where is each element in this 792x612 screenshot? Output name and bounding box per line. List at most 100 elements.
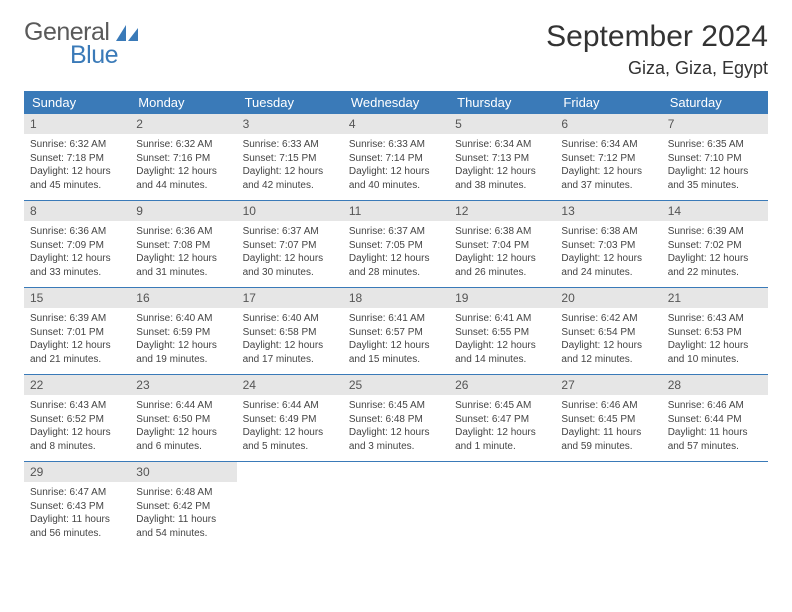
- sunrise-text: Sunrise: 6:33 AM: [243, 138, 337, 152]
- calendar-day-cell: [343, 462, 449, 549]
- calendar-day-cell: 18Sunrise: 6:41 AMSunset: 6:57 PMDayligh…: [343, 288, 449, 375]
- sunset-text: Sunset: 7:10 PM: [668, 152, 762, 166]
- sunset-text: Sunset: 6:58 PM: [243, 326, 337, 340]
- daylight-text: Daylight: 11 hours and 54 minutes.: [136, 513, 230, 540]
- day-number: 28: [662, 375, 768, 395]
- daylight-text: Daylight: 12 hours and 38 minutes.: [455, 165, 549, 192]
- sunset-text: Sunset: 7:01 PM: [30, 326, 124, 340]
- calendar-day-cell: 21Sunrise: 6:43 AMSunset: 6:53 PMDayligh…: [662, 288, 768, 375]
- daylight-text: Daylight: 12 hours and 24 minutes.: [561, 252, 655, 279]
- calendar-day-cell: [662, 462, 768, 549]
- sunset-text: Sunset: 6:59 PM: [136, 326, 230, 340]
- weekday-header: Sunday: [24, 91, 130, 114]
- daylight-text: Daylight: 12 hours and 37 minutes.: [561, 165, 655, 192]
- daylight-text: Daylight: 12 hours and 44 minutes.: [136, 165, 230, 192]
- calendar-day-cell: 24Sunrise: 6:44 AMSunset: 6:49 PMDayligh…: [237, 375, 343, 462]
- calendar-day-cell: 3Sunrise: 6:33 AMSunset: 7:15 PMDaylight…: [237, 114, 343, 201]
- day-number: 20: [555, 288, 661, 308]
- daylight-text: Daylight: 12 hours and 31 minutes.: [136, 252, 230, 279]
- sunrise-text: Sunrise: 6:34 AM: [561, 138, 655, 152]
- sunrise-text: Sunrise: 6:41 AM: [349, 312, 443, 326]
- day-number: 14: [662, 201, 768, 221]
- daylight-text: Daylight: 12 hours and 15 minutes.: [349, 339, 443, 366]
- day-detail: Sunrise: 6:39 AMSunset: 7:01 PMDaylight:…: [24, 308, 130, 374]
- calendar-day-cell: 12Sunrise: 6:38 AMSunset: 7:04 PMDayligh…: [449, 201, 555, 288]
- sunset-text: Sunset: 6:53 PM: [668, 326, 762, 340]
- day-detail: Sunrise: 6:46 AMSunset: 6:44 PMDaylight:…: [662, 395, 768, 461]
- day-number: 25: [343, 375, 449, 395]
- day-detail: Sunrise: 6:41 AMSunset: 6:57 PMDaylight:…: [343, 308, 449, 374]
- calendar-day-cell: 11Sunrise: 6:37 AMSunset: 7:05 PMDayligh…: [343, 201, 449, 288]
- calendar-week-row: 15Sunrise: 6:39 AMSunset: 7:01 PMDayligh…: [24, 288, 768, 375]
- calendar-day-cell: 25Sunrise: 6:45 AMSunset: 6:48 PMDayligh…: [343, 375, 449, 462]
- day-number: 2: [130, 114, 236, 134]
- logo-text-blue: Blue: [70, 43, 138, 68]
- calendar-day-cell: 13Sunrise: 6:38 AMSunset: 7:03 PMDayligh…: [555, 201, 661, 288]
- title-block: September 2024 Giza, Giza, Egypt: [546, 20, 768, 79]
- sunset-text: Sunset: 6:44 PM: [668, 413, 762, 427]
- daylight-text: Daylight: 12 hours and 28 minutes.: [349, 252, 443, 279]
- day-number: 22: [24, 375, 130, 395]
- location: Giza, Giza, Egypt: [546, 58, 768, 79]
- day-number: 21: [662, 288, 768, 308]
- sunrise-text: Sunrise: 6:34 AM: [455, 138, 549, 152]
- calendar-day-cell: 5Sunrise: 6:34 AMSunset: 7:13 PMDaylight…: [449, 114, 555, 201]
- day-detail: Sunrise: 6:45 AMSunset: 6:48 PMDaylight:…: [343, 395, 449, 461]
- sunrise-text: Sunrise: 6:37 AM: [349, 225, 443, 239]
- sunrise-text: Sunrise: 6:36 AM: [30, 225, 124, 239]
- daylight-text: Daylight: 12 hours and 5 minutes.: [243, 426, 337, 453]
- daylight-text: Daylight: 12 hours and 42 minutes.: [243, 165, 337, 192]
- sunrise-text: Sunrise: 6:39 AM: [30, 312, 124, 326]
- daylight-text: Daylight: 12 hours and 8 minutes.: [30, 426, 124, 453]
- calendar-day-cell: [555, 462, 661, 549]
- calendar-day-cell: 9Sunrise: 6:36 AMSunset: 7:08 PMDaylight…: [130, 201, 236, 288]
- day-number: 15: [24, 288, 130, 308]
- sunrise-text: Sunrise: 6:40 AM: [243, 312, 337, 326]
- weekday-header: Friday: [555, 91, 661, 114]
- calendar-day-cell: 23Sunrise: 6:44 AMSunset: 6:50 PMDayligh…: [130, 375, 236, 462]
- sunset-text: Sunset: 6:57 PM: [349, 326, 443, 340]
- sunrise-text: Sunrise: 6:46 AM: [561, 399, 655, 413]
- sunset-text: Sunset: 6:43 PM: [30, 500, 124, 514]
- day-detail: Sunrise: 6:47 AMSunset: 6:43 PMDaylight:…: [24, 482, 130, 548]
- sunset-text: Sunset: 7:04 PM: [455, 239, 549, 253]
- sunset-text: Sunset: 6:42 PM: [136, 500, 230, 514]
- daylight-text: Daylight: 11 hours and 57 minutes.: [668, 426, 762, 453]
- calendar-week-row: 29Sunrise: 6:47 AMSunset: 6:43 PMDayligh…: [24, 462, 768, 549]
- daylight-text: Daylight: 12 hours and 26 minutes.: [455, 252, 549, 279]
- sunrise-text: Sunrise: 6:44 AM: [243, 399, 337, 413]
- calendar-week-row: 1Sunrise: 6:32 AMSunset: 7:18 PMDaylight…: [24, 114, 768, 201]
- sunrise-text: Sunrise: 6:38 AM: [455, 225, 549, 239]
- day-detail: Sunrise: 6:33 AMSunset: 7:14 PMDaylight:…: [343, 134, 449, 200]
- day-detail: Sunrise: 6:37 AMSunset: 7:05 PMDaylight:…: [343, 221, 449, 287]
- daylight-text: Daylight: 12 hours and 3 minutes.: [349, 426, 443, 453]
- sunset-text: Sunset: 7:08 PM: [136, 239, 230, 253]
- weekday-header-row: Sunday Monday Tuesday Wednesday Thursday…: [24, 91, 768, 114]
- sunrise-text: Sunrise: 6:40 AM: [136, 312, 230, 326]
- day-number: 3: [237, 114, 343, 134]
- sunrise-text: Sunrise: 6:42 AM: [561, 312, 655, 326]
- day-number: 10: [237, 201, 343, 221]
- day-detail: Sunrise: 6:36 AMSunset: 7:08 PMDaylight:…: [130, 221, 236, 287]
- day-number: 8: [24, 201, 130, 221]
- day-number: 16: [130, 288, 236, 308]
- sunrise-text: Sunrise: 6:32 AM: [30, 138, 124, 152]
- day-detail: Sunrise: 6:32 AMSunset: 7:16 PMDaylight:…: [130, 134, 236, 200]
- calendar-table: Sunday Monday Tuesday Wednesday Thursday…: [24, 91, 768, 548]
- day-number: 6: [555, 114, 661, 134]
- sunset-text: Sunset: 7:09 PM: [30, 239, 124, 253]
- calendar-day-cell: 8Sunrise: 6:36 AMSunset: 7:09 PMDaylight…: [24, 201, 130, 288]
- weekday-header: Tuesday: [237, 91, 343, 114]
- daylight-text: Daylight: 12 hours and 6 minutes.: [136, 426, 230, 453]
- sunrise-text: Sunrise: 6:39 AM: [668, 225, 762, 239]
- day-detail: Sunrise: 6:45 AMSunset: 6:47 PMDaylight:…: [449, 395, 555, 461]
- day-number: 7: [662, 114, 768, 134]
- day-detail: Sunrise: 6:34 AMSunset: 7:13 PMDaylight:…: [449, 134, 555, 200]
- header: General Blue September 2024 Giza, Giza, …: [24, 20, 768, 79]
- calendar-day-cell: [449, 462, 555, 549]
- day-number: 30: [130, 462, 236, 482]
- day-number: 11: [343, 201, 449, 221]
- sunrise-text: Sunrise: 6:44 AM: [136, 399, 230, 413]
- sunset-text: Sunset: 7:12 PM: [561, 152, 655, 166]
- daylight-text: Daylight: 12 hours and 22 minutes.: [668, 252, 762, 279]
